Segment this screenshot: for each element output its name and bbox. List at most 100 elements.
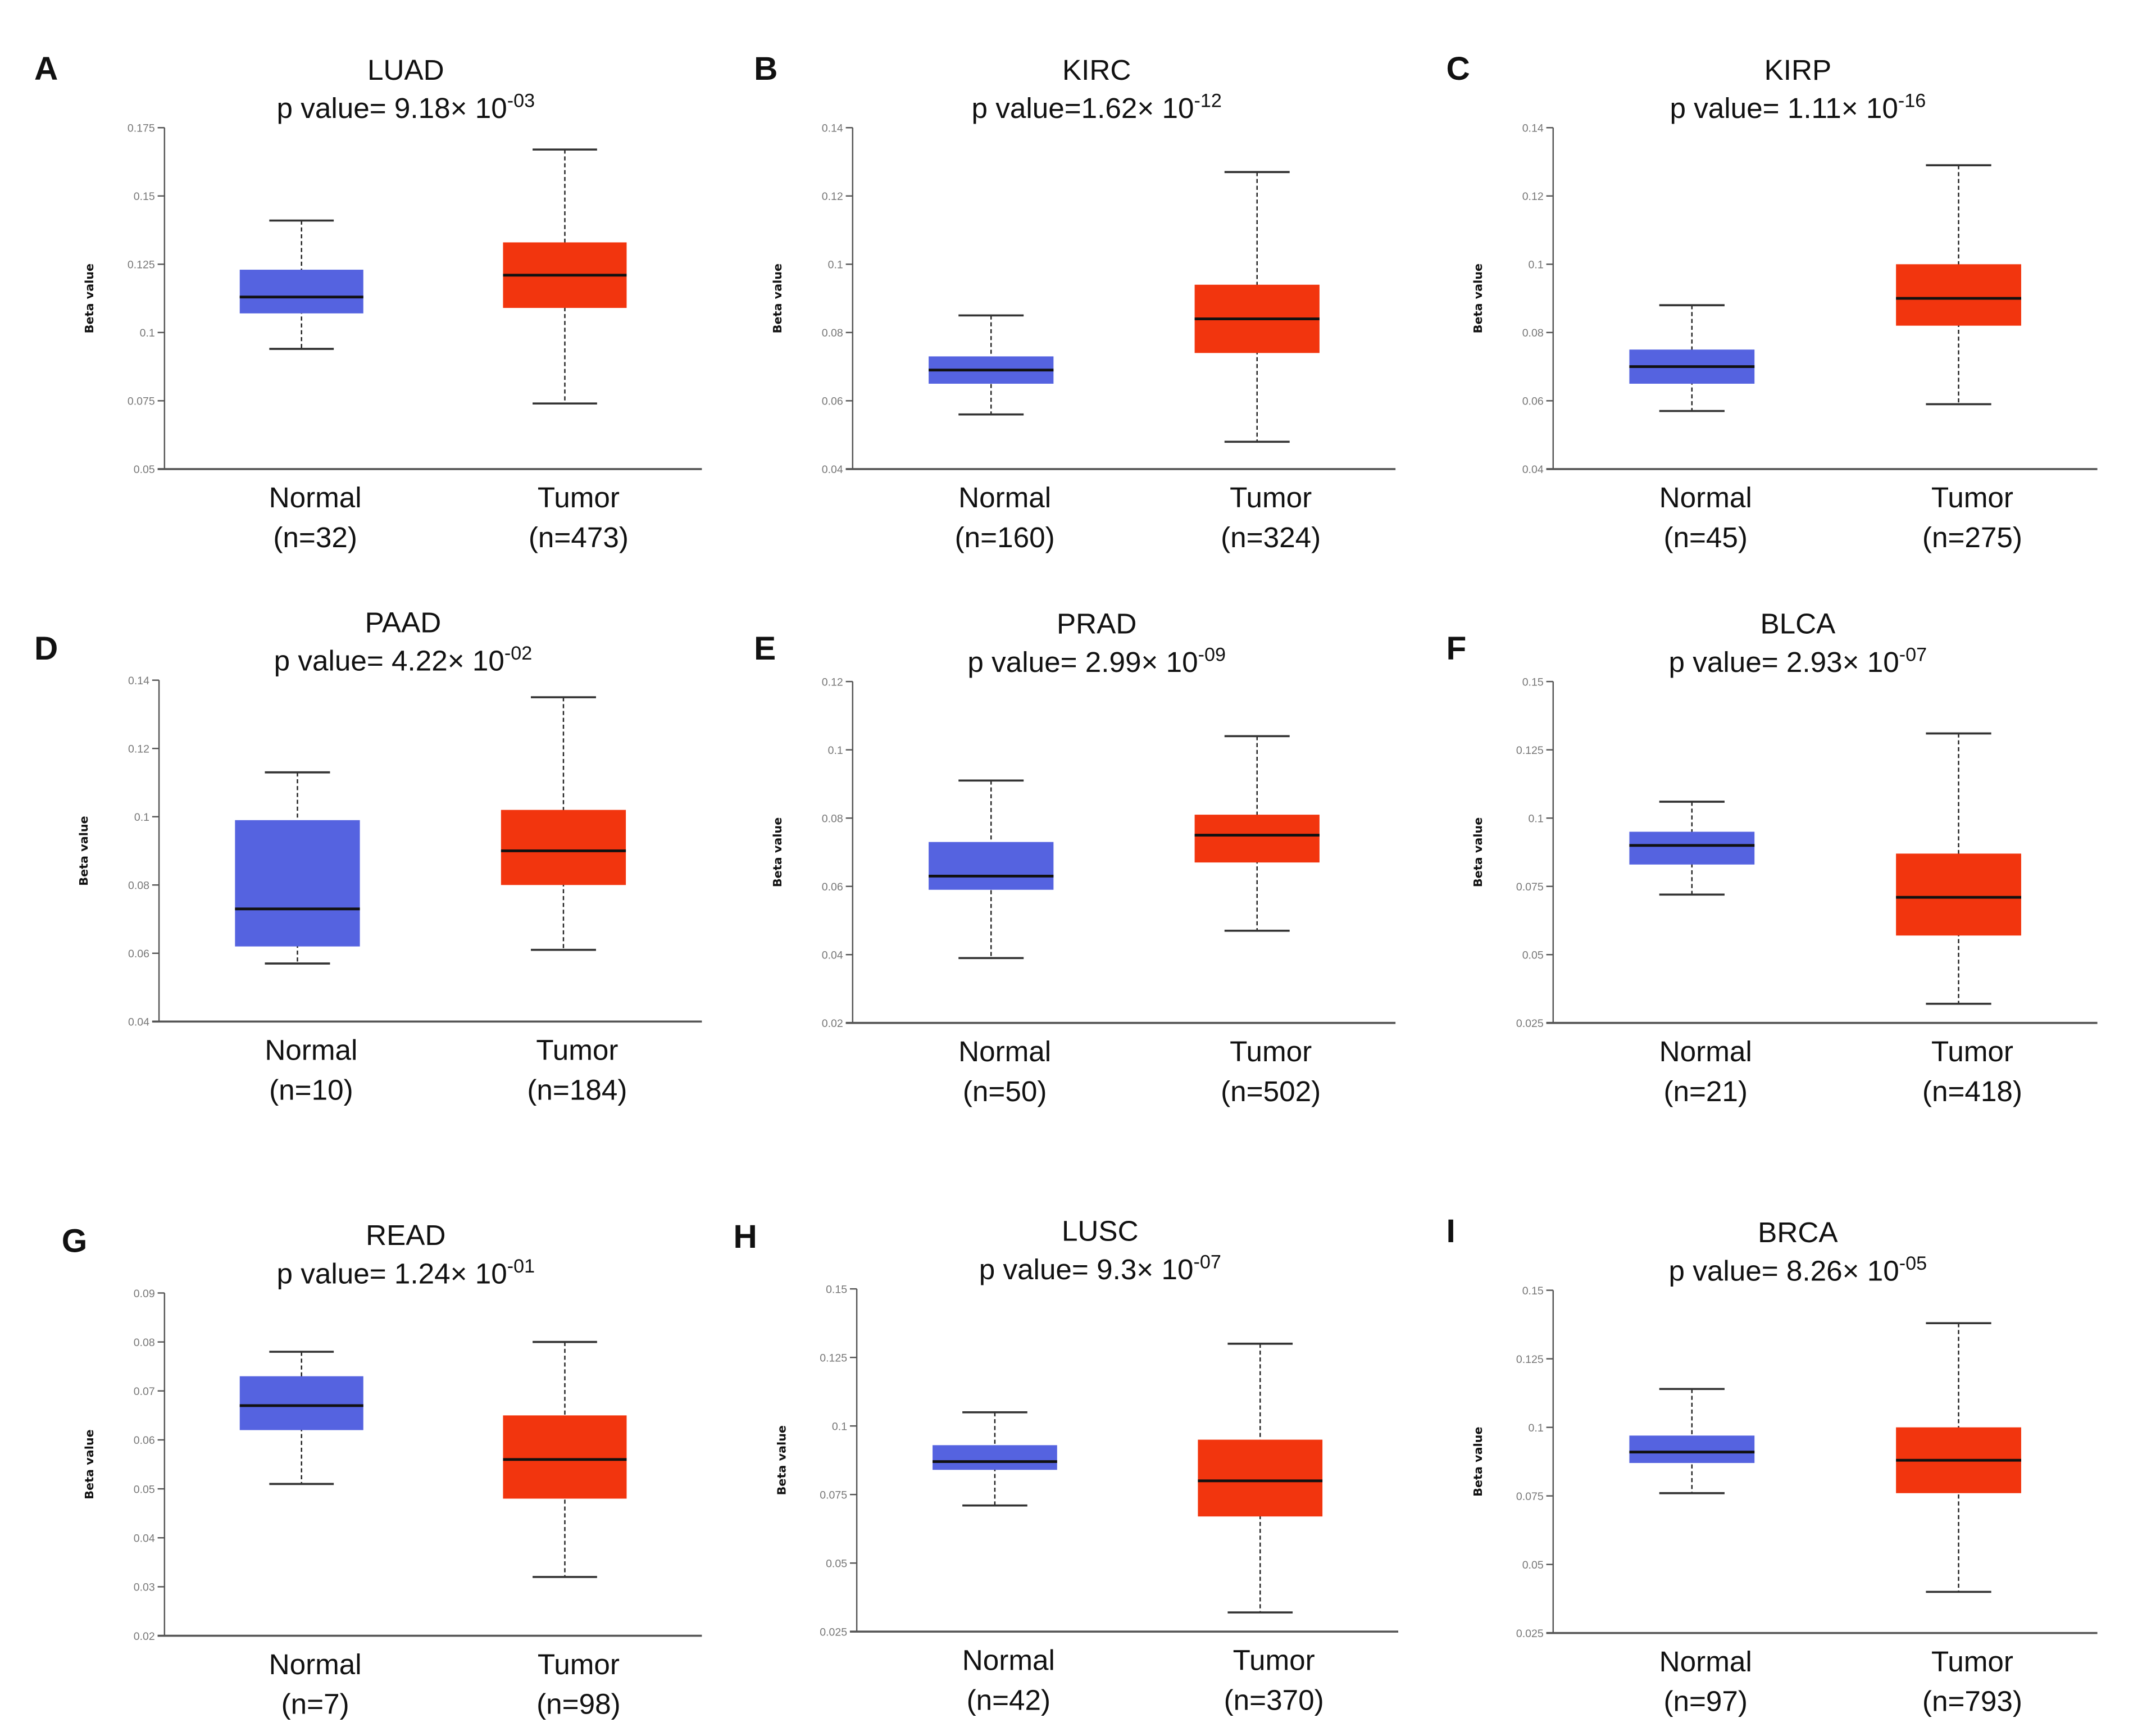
p-value-exponent: -01 bbox=[507, 1256, 535, 1277]
box-normal: Normal (n=97) bbox=[1629, 1388, 1755, 1717]
chart-panel-d: D PAAD p value= 4.22× 10-02 0.04 0.06 0.08 0.1… bbox=[34, 606, 702, 1106]
panel-letter: H bbox=[734, 1219, 757, 1255]
p-value-exponent: -16 bbox=[1898, 90, 1926, 112]
y-tick-label: 0.12 bbox=[128, 743, 149, 756]
panel-letter: F bbox=[1446, 630, 1466, 667]
p-value-exponent: -12 bbox=[1194, 90, 1221, 112]
y-tick-label: 0.1 bbox=[828, 744, 843, 757]
p-value-exponent: -09 bbox=[1198, 644, 1226, 666]
panel-letter: B bbox=[754, 51, 777, 87]
p-value-text: p value= 9.3× 10 bbox=[979, 1253, 1194, 1285]
category-label: Tumor bbox=[1931, 1646, 2013, 1678]
p-value: p value= 1.24× 10-01 bbox=[277, 1256, 535, 1290]
y-tick-label: 0.15 bbox=[826, 1283, 847, 1296]
chart-title: BRCA bbox=[1758, 1216, 1838, 1248]
p-value: p value= 2.93× 10-07 bbox=[1669, 644, 1927, 679]
category-label: Normal bbox=[269, 481, 362, 513]
chart-panel-h: H LUSC p value= 9.3× 10-07 0.025 0.05 0.075 0.… bbox=[734, 1215, 1399, 1716]
sample-size-label: (n=21) bbox=[1663, 1075, 1748, 1107]
y-tick-label: 0.04 bbox=[822, 949, 843, 962]
y-tick-label: 0.05 bbox=[1522, 1559, 1544, 1571]
y-tick-label: 0.075 bbox=[1516, 881, 1544, 893]
panel-letter: G bbox=[62, 1223, 88, 1259]
panel-letter: C bbox=[1446, 51, 1470, 87]
y-tick-label: 0.08 bbox=[128, 880, 149, 892]
box-normal: Normal (n=10) bbox=[235, 771, 360, 1106]
chart-panel-a: A LUAD p value= 9.18× 10-03 0.05 0.075 0.1 0.1… bbox=[34, 51, 702, 553]
category-label: Normal bbox=[265, 1034, 357, 1066]
p-value: p value= 9.18× 10-03 bbox=[277, 90, 535, 125]
category-label: Normal bbox=[958, 1035, 1051, 1067]
y-tick-label: 0.15 bbox=[1522, 1285, 1544, 1297]
box-iqr bbox=[239, 270, 363, 313]
category-label: Normal bbox=[269, 1648, 362, 1680]
chart-title: PRAD bbox=[1057, 608, 1136, 640]
chart-panel-g: G READ p value= 1.24× 10-01 0.02 0.03 0.04 0.0… bbox=[62, 1219, 702, 1720]
y-tick-label: 0.04 bbox=[1522, 463, 1544, 476]
p-value-text: p value= 9.18× 10 bbox=[277, 92, 507, 124]
y-tick-label: 0.075 bbox=[820, 1489, 847, 1502]
p-value-exponent: -03 bbox=[507, 90, 535, 112]
panel-letter: A bbox=[34, 51, 58, 87]
y-tick-label: 0.08 bbox=[822, 327, 843, 339]
category-label: Tumor bbox=[536, 1034, 618, 1066]
panel-letter: D bbox=[34, 630, 58, 667]
y-tick-label: 0.1 bbox=[828, 259, 843, 271]
y-tick-label: 0.1 bbox=[134, 811, 149, 824]
box-iqr bbox=[239, 1376, 363, 1430]
y-tick-label: 0.125 bbox=[128, 259, 155, 271]
category-label: Normal bbox=[1659, 1035, 1752, 1067]
box-iqr bbox=[1629, 831, 1755, 865]
p-value: p value= 4.22× 10-02 bbox=[274, 643, 533, 677]
y-axis-label: Beta value bbox=[1471, 817, 1485, 887]
y-tick-label: 0.075 bbox=[1516, 1490, 1544, 1503]
y-tick-label: 0.06 bbox=[822, 396, 843, 408]
sample-size-label: (n=97) bbox=[1663, 1685, 1748, 1717]
box-tumor: Tumor (n=473) bbox=[503, 148, 629, 553]
p-value: p value= 2.99× 10-09 bbox=[967, 644, 1226, 679]
y-tick-label: 0.025 bbox=[1516, 1017, 1544, 1030]
sample-size-label: (n=473) bbox=[529, 521, 629, 553]
sample-size-label: (n=50) bbox=[963, 1075, 1047, 1107]
box-iqr bbox=[235, 820, 360, 947]
box-iqr bbox=[929, 842, 1054, 890]
chart-panel-c: C KIRP p value= 1.11× 10-16 0.04 0.06 0.08 0.1… bbox=[1446, 51, 2098, 553]
sample-size-label: (n=502) bbox=[1221, 1075, 1321, 1107]
sample-size-label: (n=370) bbox=[1224, 1684, 1324, 1716]
y-tick-label: 0.08 bbox=[1522, 327, 1544, 339]
y-tick-label: 0.05 bbox=[134, 1483, 155, 1496]
y-tick-label: 0.12 bbox=[822, 676, 843, 688]
y-axis-label: Beta value bbox=[775, 1425, 788, 1495]
chart-panel-b: B KIRC p value=1.62× 10-12 0.04 0.06 0.08 0.1 0… bbox=[754, 51, 1396, 553]
chart-panel-i: I BRCA p value= 8.26× 10-05 0.025 0.05 0.075 0… bbox=[1446, 1213, 2098, 1717]
y-tick-label: 0.1 bbox=[1529, 259, 1544, 271]
y-tick-label: 0.14 bbox=[822, 122, 843, 135]
y-tick-label: 0.15 bbox=[134, 190, 155, 203]
chart-panel-e: E PRAD p value= 2.99× 10-09 0.02 0.04 0.06 0.0… bbox=[754, 608, 1396, 1107]
category-label: Tumor bbox=[1230, 481, 1312, 513]
panel-letter: I bbox=[1446, 1213, 1455, 1249]
box-tumor: Tumor (n=502) bbox=[1194, 735, 1321, 1107]
box-normal: Normal (n=50) bbox=[929, 779, 1054, 1107]
y-tick-label: 0.05 bbox=[134, 463, 155, 476]
sample-size-label: (n=184) bbox=[527, 1074, 627, 1106]
sample-size-label: (n=7) bbox=[281, 1688, 349, 1720]
y-axis-label: Beta value bbox=[1471, 1426, 1485, 1496]
chart-title: KIRC bbox=[1062, 54, 1131, 86]
y-tick-label: 0.1 bbox=[1529, 1422, 1544, 1434]
y-tick-label: 0.03 bbox=[134, 1582, 155, 1594]
sample-size-label: (n=42) bbox=[967, 1684, 1051, 1716]
y-tick-label: 0.125 bbox=[820, 1352, 847, 1364]
sample-size-label: (n=160) bbox=[955, 521, 1055, 553]
category-label: Normal bbox=[958, 481, 1051, 513]
p-value-text: p value= 2.93× 10 bbox=[1669, 646, 1899, 678]
y-axis-label: Beta value bbox=[1471, 263, 1485, 333]
box-normal: Normal (n=21) bbox=[1629, 801, 1755, 1107]
p-value-text: p value= 8.26× 10 bbox=[1669, 1255, 1899, 1287]
box-iqr bbox=[933, 1445, 1057, 1470]
p-value-exponent: -05 bbox=[1899, 1253, 1927, 1274]
p-value: p value=1.62× 10-12 bbox=[971, 90, 1221, 125]
y-tick-label: 0.02 bbox=[822, 1017, 843, 1030]
sample-size-label: (n=10) bbox=[269, 1074, 353, 1106]
box-iqr bbox=[1896, 264, 2021, 326]
